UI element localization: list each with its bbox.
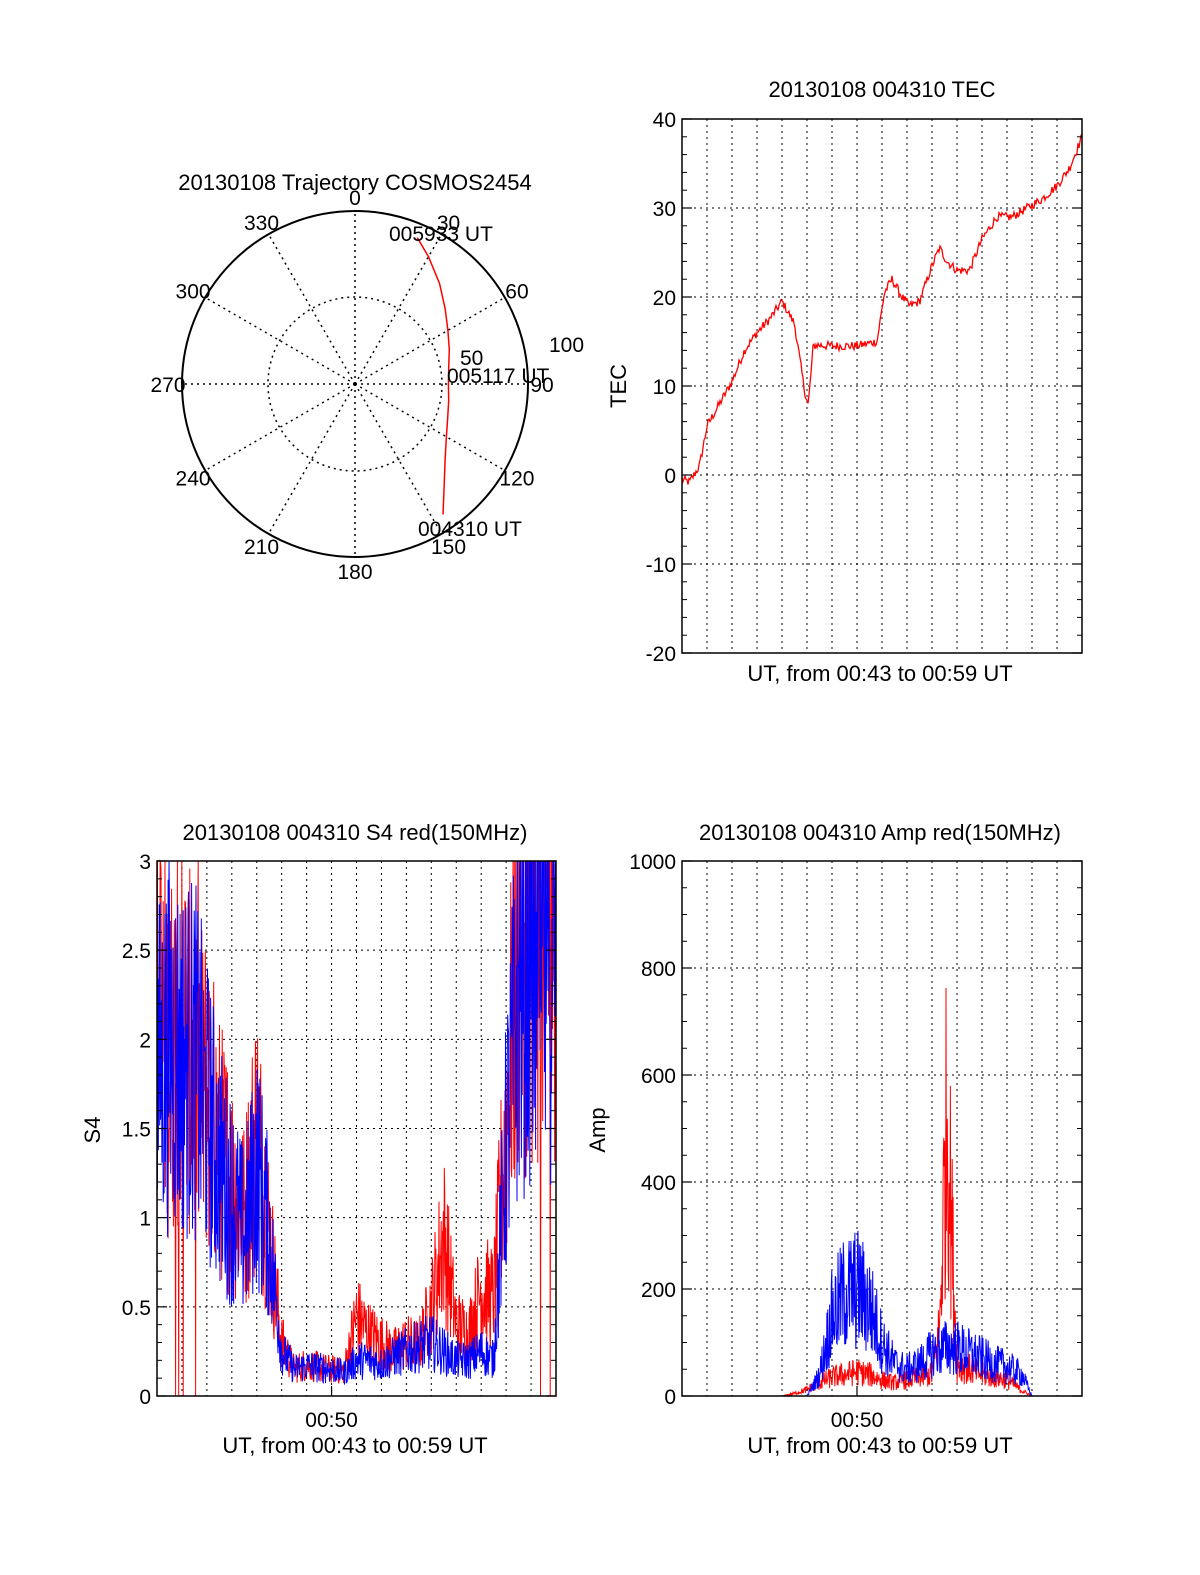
xtick-label: 00:50 [831,1409,884,1432]
polar-angle-label: 210 [244,536,279,559]
ytick-label: 0 [664,465,676,488]
ytick-label: 600 [641,1065,676,1088]
ytick-label: 0 [139,1386,151,1409]
ytick-label: 20 [653,287,676,310]
polar-spoke [267,233,356,385]
polar-spoke [204,383,356,472]
polar-radial-label-100: 100 [549,334,584,357]
tec-title: 20130108 004310 TEC [768,77,995,102]
ytick-label: 3 [139,851,151,874]
s4-series [156,859,557,1397]
tec-chart: 20130108 004310 TEC 40 30 20 10 0 -10 -20 UT, … [606,77,1083,686]
s4-title: 20130108 004310 S4 red(150MHz) [183,820,528,845]
ytick-label: 0 [664,1386,676,1409]
polar-spoke [204,296,356,385]
ytick-label: 40 [653,109,676,132]
s4-ylabel: S4 [80,1117,105,1144]
polar-angle-label: 180 [337,561,372,584]
s4-ticks: 3 2.5 2 1.5 1 0.5 0 00:50 [122,851,556,1432]
polar-trajectory-line [416,237,451,515]
s4-chart: 20130108 004310 S4 red(150MHz) 3 2.5 2 1.5 1… [80,820,557,1458]
amp-series-line [682,1230,1082,1397]
polar-spoke [354,383,443,535]
polar-angle-labels: 0 30 60 90 120 150 180 210 240 270 300 330 [150,187,553,584]
polar-trajectory [416,237,451,515]
ytick-label: 0.5 [122,1297,151,1320]
amp-title: 20130108 004310 Amp red(150MHz) [699,820,1061,845]
polar-spoke [354,233,443,385]
ytick-label: 2 [139,1029,151,1052]
amp-ylabel: Amp [585,1107,610,1152]
s4-series-line [156,860,557,1385]
polar-angle-label: 60 [505,281,528,304]
tec-grid [682,119,1082,653]
amp-frame [681,860,1083,1397]
ytick-label: 1 [139,1208,151,1231]
ytick-label: 1000 [629,851,676,874]
tec-xlabel: UT, from 00:43 to 00:59 UT [747,661,1012,686]
tec-ylabel: TEC [606,364,631,408]
polar-annotation-start: 004310 UT [418,518,522,541]
polar-annotation-mid: 005117 UT [447,365,550,388]
polar-angle-label: 240 [176,468,211,491]
polar-chart: 20130108 Trajectory COSMOS2454 0 30 60 90 12… [150,170,584,584]
amp-xlabel: UT, from 00:43 to 00:59 UT [747,1433,1012,1458]
polar-angle-label: 150 [431,536,466,559]
amp-ticks: 1000 800 600 400 200 0 00:50 [629,851,1082,1432]
amp-grid [682,861,1082,1396]
ytick-label: 30 [653,198,676,221]
polar-outer-circle [181,210,529,558]
ytick-label: 200 [641,1279,676,1302]
ytick-label: 800 [641,958,676,981]
polar-angle-label: 120 [499,468,534,491]
polar-annotation-end: 005933 UT [389,223,493,246]
polar-angle-label: 270 [150,374,185,397]
polar-angle-label: 90 [530,374,553,397]
polar-angle-label: 300 [176,281,211,304]
polar-inner-circle [267,296,443,472]
polar-angle-label: 30 [437,212,460,235]
polar-angle-label: 0 [349,187,361,210]
tec-ticks: 40 30 20 10 0 -10 -20 [646,109,1082,666]
polar-spoke [354,296,506,385]
tec-series-line [681,133,1083,485]
polar-radial-label-50: 50 [460,347,483,370]
ytick-label: -10 [646,554,676,577]
polar-spoke [267,383,356,535]
ytick-label: -20 [646,643,676,666]
polar-angle-label: 330 [244,212,279,235]
ytick-label: 2.5 [122,940,151,963]
ytick-label: 10 [653,376,676,399]
polar-grid [182,211,528,557]
tec-series [681,133,1083,485]
amp-chart: 20130108 004310 Amp red(150MHz) 1000 800 6… [585,820,1083,1458]
xtick-label: 00:50 [305,1409,358,1432]
polar-title: 20130108 Trajectory COSMOS2454 [178,170,531,195]
ytick-label: 1.5 [122,1119,151,1142]
s4-xlabel: UT, from 00:43 to 00:59 UT [222,1433,487,1458]
polar-spoke [354,383,506,472]
ytick-label: 400 [641,1172,676,1195]
